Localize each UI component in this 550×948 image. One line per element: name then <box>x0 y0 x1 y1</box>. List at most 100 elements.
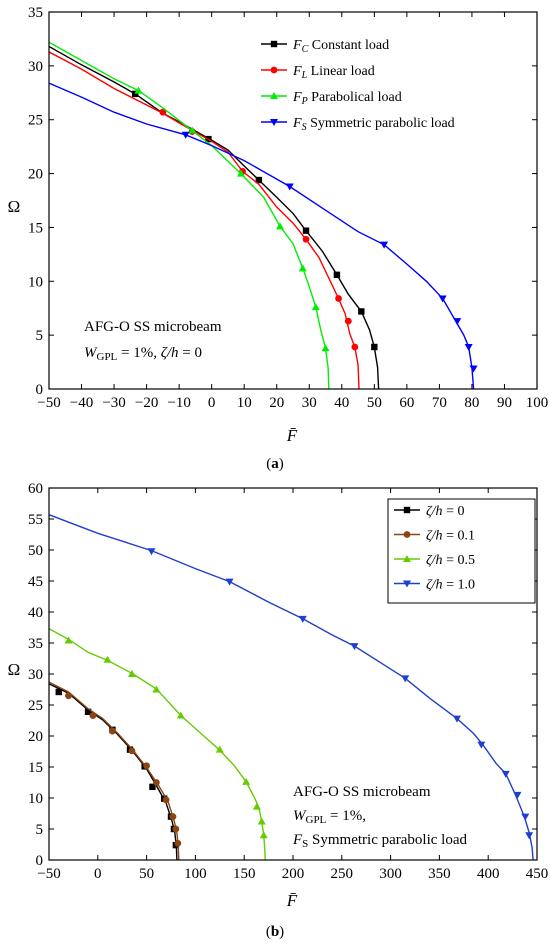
data-point-marker <box>321 344 330 352</box>
x-tick-label: −20 <box>135 395 158 411</box>
series-line-1 <box>49 683 178 860</box>
series-line-2 <box>49 681 180 860</box>
legend-entry-1: ζ/h = 0 <box>426 504 464 519</box>
panel-b-chart: −50 0 50 100 150 200 250 300 350 400 4500510152025… <box>8 481 549 940</box>
panel-b-series-group <box>49 514 534 860</box>
y-tick-label: 25 <box>28 113 43 129</box>
y-tick-label: 5 <box>36 328 44 344</box>
y-tick-label: 20 <box>28 167 43 183</box>
data-point-marker <box>128 747 136 755</box>
panel-b-axes: −50 0 50 100 150 200 250 300 350 400 4500510152025… <box>28 481 548 882</box>
y-tick-label: 50 <box>28 543 43 559</box>
data-point-marker <box>333 271 341 279</box>
legend-box <box>387 498 536 604</box>
data-point-marker <box>103 655 112 663</box>
panel-a-x-axis-label: F̄ <box>286 426 298 445</box>
data-point-marker <box>147 548 156 556</box>
x-tick-label: 100 <box>526 395 549 411</box>
data-point-marker <box>513 791 522 799</box>
data-point-marker <box>127 670 136 677</box>
panel-b-caption: (b) <box>266 924 284 940</box>
data-point-marker <box>469 365 478 373</box>
legend-marker <box>270 40 278 48</box>
data-point-marker <box>259 831 268 839</box>
panel-a-y-axis-label: Ω <box>8 197 21 216</box>
y-tick-label: 15 <box>28 220 43 236</box>
data-point-marker <box>84 708 92 716</box>
data-point-marker <box>351 343 359 351</box>
panel-a-axes: −50 −40 −30 −20 −10 0 10 20 30 40 50 60 70 80 90 100 0 5 1… <box>28 5 548 411</box>
x-tick-label: 10 <box>237 395 252 411</box>
data-point-marker <box>501 770 510 778</box>
data-point-marker <box>298 264 307 272</box>
x-tick-label: 80 <box>464 395 479 411</box>
data-point-marker <box>350 643 359 651</box>
x-tick-label: 100 <box>184 866 207 882</box>
series-line-3 <box>49 41 330 389</box>
legend-entry-1: FC Constant load <box>292 38 389 55</box>
x-tick-label: 50 <box>367 395 382 411</box>
x-tick-label: 20 <box>269 395 284 411</box>
legend-marker <box>403 531 411 538</box>
x-tick-label: −10 <box>167 395 190 411</box>
y-tick-label: 20 <box>28 729 43 745</box>
data-point-marker <box>159 108 167 116</box>
x-tick-label: 200 <box>282 866 305 882</box>
x-tick-label: 400 <box>477 866 500 882</box>
y-tick-label: 25 <box>28 698 43 714</box>
x-tick-label: 50 <box>139 866 154 882</box>
y-tick-label: 0 <box>36 382 44 398</box>
panel-b-x-axis-label: F̄ <box>286 891 298 910</box>
y-tick-label: 15 <box>28 760 43 776</box>
data-point-marker <box>64 636 73 644</box>
panel-a-frame <box>48 11 538 390</box>
legend-marker <box>403 555 411 562</box>
data-point-marker <box>438 295 447 303</box>
y-tick-label: 5 <box>36 822 44 838</box>
y-tick-label: 40 <box>28 605 43 621</box>
y-tick-label: 60 <box>28 481 43 497</box>
data-point-marker <box>143 762 151 770</box>
data-point-marker <box>285 183 294 191</box>
data-point-marker <box>188 126 197 134</box>
legend-entry-2: FL Linear load <box>292 64 375 81</box>
y-tick-label: 10 <box>28 274 43 290</box>
x-tick-label: 450 <box>526 866 549 882</box>
data-point-marker <box>371 343 378 351</box>
x-tick-label: −30 <box>102 395 125 411</box>
y-tick-label: 30 <box>28 667 43 683</box>
series-line-2 <box>49 51 360 389</box>
x-tick-label: 60 <box>399 395 414 411</box>
data-point-marker <box>380 241 389 249</box>
data-point-marker <box>453 318 462 326</box>
data-point-marker <box>134 86 143 94</box>
panel-a-chart: −50 −40 −30 −20 −10 0 10 20 30 40 50 60 70 80 90 100 0 5 1… <box>8 5 549 472</box>
data-point-marker <box>335 295 342 302</box>
data-point-marker <box>344 317 352 325</box>
legend-entry-3: FP Parabolical load <box>292 90 402 107</box>
panel-b-annotation-line1: AFG-O SS microbeam <box>293 784 431 800</box>
data-point-marker <box>176 711 185 719</box>
y-tick-label: 35 <box>28 636 43 652</box>
data-point-marker <box>311 303 320 311</box>
panel-b-annotation-line2: WGPL = 1%, <box>293 808 366 826</box>
data-point-marker <box>65 692 72 700</box>
series-line-4 <box>49 514 534 860</box>
series-line-4 <box>49 82 475 389</box>
x-tick-label: −40 <box>70 395 93 411</box>
y-tick-label: 0 <box>36 853 44 869</box>
data-point-marker <box>169 813 177 820</box>
panel-a-caption: (a) <box>266 456 284 472</box>
x-tick-label: 90 <box>497 395 512 411</box>
x-tick-label: 0 <box>94 866 102 882</box>
x-tick-label: −50 <box>37 866 60 882</box>
data-point-marker <box>162 796 170 804</box>
x-tick-label: 150 <box>233 866 256 882</box>
data-point-marker <box>525 832 534 840</box>
legend-entry-3: ζ/h = 0.5 <box>426 553 475 568</box>
data-point-marker <box>55 688 62 696</box>
y-tick-label: 30 <box>28 59 43 75</box>
series-line-1 <box>49 45 380 389</box>
data-point-marker <box>275 222 284 230</box>
y-tick-label: 45 <box>28 574 43 590</box>
